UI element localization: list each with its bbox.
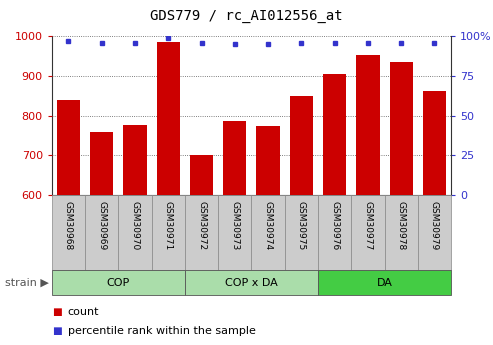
Text: GSM30977: GSM30977: [363, 201, 372, 250]
Text: ■: ■: [52, 307, 62, 317]
Text: percentile rank within the sample: percentile rank within the sample: [68, 326, 255, 336]
Bar: [218, 195, 251, 270]
Text: GSM30975: GSM30975: [297, 201, 306, 250]
Text: GSM30974: GSM30974: [264, 201, 273, 250]
Text: GSM30972: GSM30972: [197, 201, 206, 250]
Bar: [57, 100, 80, 195]
Bar: [352, 195, 385, 270]
Text: COP: COP: [106, 278, 130, 287]
Text: count: count: [68, 307, 99, 317]
Bar: [389, 62, 413, 195]
Bar: [52, 195, 85, 270]
Bar: [190, 155, 213, 195]
Bar: [185, 270, 318, 295]
Text: DA: DA: [377, 278, 392, 287]
Text: ■: ■: [52, 326, 62, 336]
Text: GSM30968: GSM30968: [64, 201, 73, 250]
Bar: [123, 126, 146, 195]
Text: GSM30979: GSM30979: [430, 201, 439, 250]
Bar: [318, 195, 352, 270]
Bar: [52, 270, 185, 295]
Bar: [90, 132, 113, 195]
Text: GSM30978: GSM30978: [397, 201, 406, 250]
Text: COP x DA: COP x DA: [225, 278, 278, 287]
Text: strain ▶: strain ▶: [5, 278, 49, 287]
Bar: [251, 195, 284, 270]
Text: GSM30969: GSM30969: [97, 201, 106, 250]
Bar: [185, 195, 218, 270]
Bar: [423, 91, 446, 195]
Bar: [85, 195, 118, 270]
Text: GDS779 / rc_AI012556_at: GDS779 / rc_AI012556_at: [150, 9, 343, 23]
Bar: [285, 195, 318, 270]
Bar: [223, 121, 246, 195]
Bar: [290, 96, 313, 195]
Bar: [318, 270, 451, 295]
Bar: [356, 55, 380, 195]
Text: GSM30970: GSM30970: [131, 201, 140, 250]
Bar: [323, 74, 346, 195]
Text: GSM30971: GSM30971: [164, 201, 173, 250]
Bar: [385, 195, 418, 270]
Text: GSM30976: GSM30976: [330, 201, 339, 250]
Bar: [157, 42, 180, 195]
Bar: [256, 126, 280, 195]
Bar: [152, 195, 185, 270]
Bar: [418, 195, 451, 270]
Bar: [118, 195, 152, 270]
Text: GSM30973: GSM30973: [230, 201, 239, 250]
